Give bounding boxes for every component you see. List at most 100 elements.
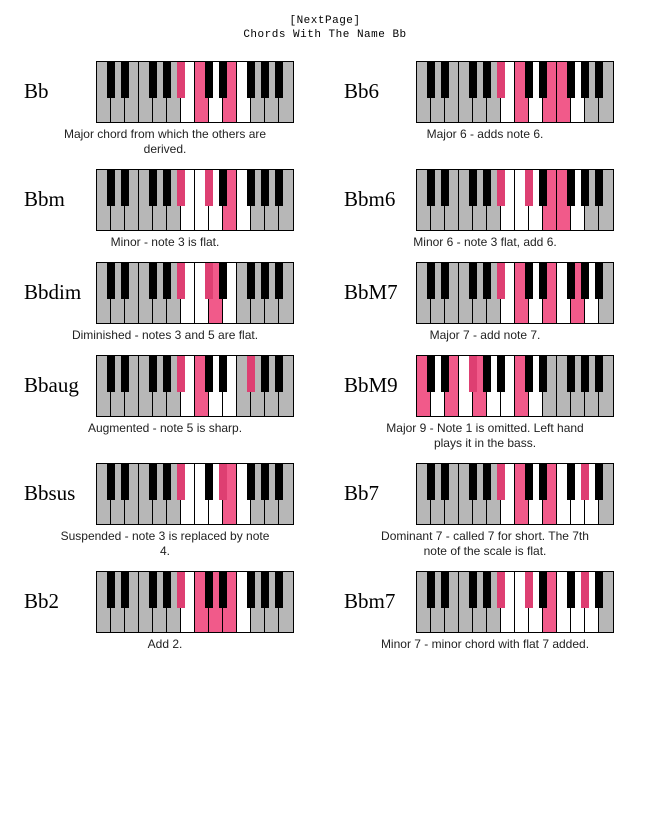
black-key	[427, 170, 435, 206]
black-key	[497, 356, 505, 392]
black-key	[525, 170, 533, 206]
black-key	[595, 170, 603, 206]
black-key	[441, 464, 449, 500]
black-key	[595, 356, 603, 392]
chord-label: BbM9	[340, 373, 416, 398]
chord-row: Bb6	[340, 61, 630, 123]
black-key	[177, 464, 185, 500]
black-key	[275, 356, 283, 392]
black-key	[441, 170, 449, 206]
chord-cell: Bb7Dominant 7 - called 7 for short. The …	[340, 463, 630, 559]
black-key	[525, 263, 533, 299]
chord-cell: Bb2 Add 2.	[20, 571, 310, 652]
black-key	[107, 464, 115, 500]
black-key	[567, 263, 575, 299]
black-key	[595, 572, 603, 608]
black-key	[121, 356, 129, 392]
black-key	[469, 356, 477, 392]
black-key	[219, 356, 227, 392]
black-key	[469, 572, 477, 608]
black-key	[261, 263, 269, 299]
black-key	[595, 263, 603, 299]
black-key	[247, 572, 255, 608]
chord-caption: Add 2.	[148, 637, 183, 652]
black-key	[121, 572, 129, 608]
page: [NextPage] Chords With The Name Bb BbMaj…	[0, 0, 650, 672]
keyboard-diagram	[416, 61, 614, 123]
black-key	[483, 263, 491, 299]
chord-cell: BbdimDiminished - notes 3 and 5 are flat…	[20, 262, 310, 343]
chord-cell: BbsusSuspended - note 3 is replaced by n…	[20, 463, 310, 559]
black-key	[177, 356, 185, 392]
black-key	[261, 62, 269, 98]
chord-row: BbM9	[340, 355, 630, 417]
black-key	[261, 170, 269, 206]
black-key	[441, 356, 449, 392]
chord-row: Bbaug	[20, 355, 310, 417]
keyboard-diagram	[96, 169, 294, 231]
black-key	[107, 170, 115, 206]
black-key	[567, 572, 575, 608]
black-key	[247, 170, 255, 206]
black-key	[163, 62, 171, 98]
black-key	[121, 62, 129, 98]
black-key	[247, 62, 255, 98]
black-key	[469, 263, 477, 299]
keyboard-diagram	[416, 355, 614, 417]
keyboard-diagram	[96, 61, 294, 123]
keyboard-diagram	[416, 463, 614, 525]
black-key	[219, 62, 227, 98]
black-key	[581, 572, 589, 608]
header-line-1: [NextPage]	[10, 14, 640, 28]
black-key	[163, 356, 171, 392]
black-key	[205, 356, 213, 392]
black-key	[595, 464, 603, 500]
black-key	[441, 263, 449, 299]
black-key	[177, 170, 185, 206]
black-key	[567, 62, 575, 98]
black-key	[469, 464, 477, 500]
chord-row: Bbm	[20, 169, 310, 231]
chord-label: Bbm	[20, 187, 96, 212]
black-key	[205, 62, 213, 98]
chord-label: Bbaug	[20, 373, 96, 398]
black-key	[567, 356, 575, 392]
black-key	[539, 356, 547, 392]
black-key	[261, 356, 269, 392]
chord-caption: Diminished - notes 3 and 5 are flat.	[72, 328, 258, 343]
black-key	[107, 263, 115, 299]
black-key	[483, 572, 491, 608]
black-key	[163, 263, 171, 299]
black-key	[567, 170, 575, 206]
black-key	[427, 356, 435, 392]
chord-cell: BbM9Major 9 - Note 1 is omitted. Left ha…	[340, 355, 630, 451]
chord-caption: Minor 7 - minor chord with flat 7 added.	[381, 637, 589, 652]
black-key	[121, 464, 129, 500]
black-key	[539, 464, 547, 500]
chord-caption: Minor - note 3 is flat.	[111, 235, 220, 250]
black-key	[163, 572, 171, 608]
black-key	[163, 170, 171, 206]
chord-cell: Bbm7 Minor 7 - minor chord with flat 7 ad…	[340, 571, 630, 652]
black-key	[581, 170, 589, 206]
chord-row: Bb2	[20, 571, 310, 633]
black-key	[205, 572, 213, 608]
chord-caption: Augmented - note 5 is sharp.	[88, 421, 242, 436]
black-key	[427, 464, 435, 500]
chord-label: Bbm7	[340, 589, 416, 614]
black-key	[219, 170, 227, 206]
black-key	[107, 62, 115, 98]
black-key	[497, 62, 505, 98]
black-key	[497, 170, 505, 206]
keyboard-diagram	[416, 262, 614, 324]
chord-label: Bb2	[20, 589, 96, 614]
black-key	[567, 464, 575, 500]
black-key	[581, 356, 589, 392]
black-key	[247, 356, 255, 392]
black-key	[525, 572, 533, 608]
black-key	[275, 62, 283, 98]
black-key	[219, 572, 227, 608]
black-key	[595, 62, 603, 98]
black-key	[427, 572, 435, 608]
black-key	[483, 62, 491, 98]
